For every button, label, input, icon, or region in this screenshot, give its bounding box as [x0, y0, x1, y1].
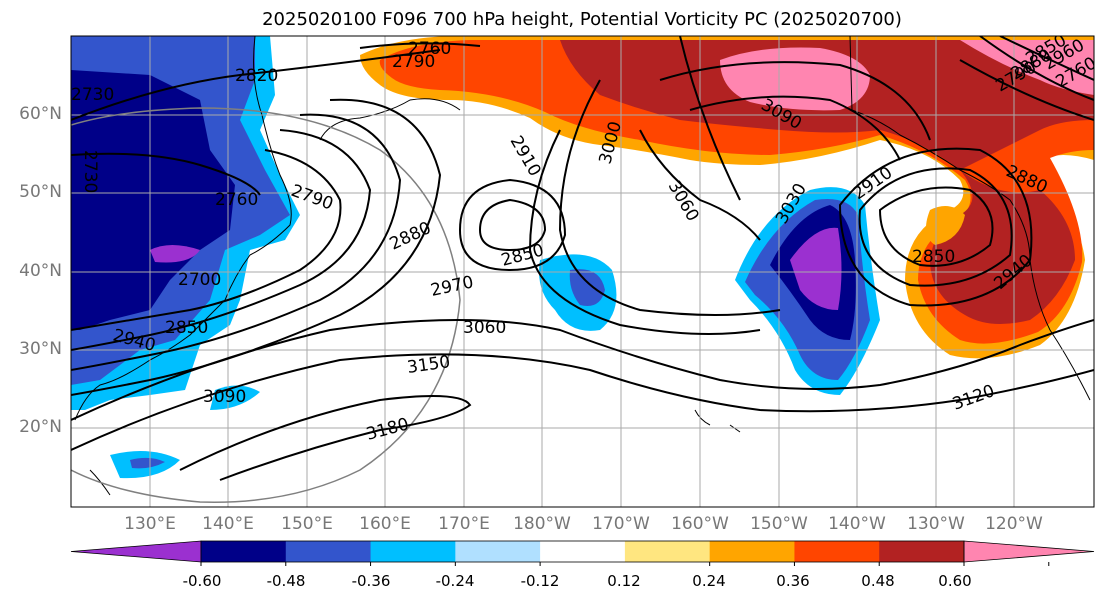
lon-label: 180°W	[513, 514, 571, 534]
range-circle	[71, 107, 461, 503]
colorbar-tick-label: -0.36	[351, 572, 391, 590]
lon-label: 170°E	[438, 514, 490, 534]
lat-label: 30°N	[19, 339, 62, 359]
contour-label: 3090	[203, 387, 246, 407]
colorbar-tick-label: 0.48	[861, 572, 895, 590]
contour-label: 2790	[392, 52, 435, 72]
negative-pv-west-shading	[71, 36, 300, 479]
colorbar-tick-label: -0.48	[266, 572, 306, 590]
contour-label: 3060	[463, 318, 506, 338]
lat-label: 60°N	[19, 104, 62, 124]
height-contours	[71, 36, 1094, 481]
positive-pv-shading	[360, 36, 1094, 359]
lat-label: 20°N	[19, 417, 62, 437]
contour-label: 2730	[80, 150, 100, 193]
lat-label: 50°N	[19, 182, 62, 202]
colorbar-end-low	[70, 540, 202, 563]
colorbar-tick-label: 0.24	[692, 572, 726, 590]
contour-label: 2850	[165, 318, 208, 338]
contour-label: 2850	[912, 247, 955, 267]
lon-label: 140°W	[828, 514, 886, 534]
contour-label: 2700	[178, 270, 221, 290]
lon-label: 160°W	[671, 514, 729, 534]
colorbar-cell	[794, 541, 880, 562]
colorbar-cell	[370, 541, 456, 562]
colorbar-cell	[285, 541, 372, 562]
contour-label: 2730	[71, 85, 114, 105]
colorbar-tick-label: 0.60	[938, 572, 972, 590]
colorbar-cell	[540, 541, 626, 562]
lat-label: 40°N	[19, 261, 62, 281]
colorbar-tick-label: 0.12	[607, 572, 641, 590]
lon-label: 160°E	[359, 514, 411, 534]
colorbar-tick-label: -0.12	[520, 572, 560, 590]
lon-label: 170°W	[592, 514, 650, 534]
colorbar-tick-label: -0.24	[435, 572, 475, 590]
map-title: 2025020100 F096 700 hPa height, Potentia…	[262, 9, 902, 30]
colorbar-cell	[879, 541, 965, 562]
colorbar-cell	[624, 541, 711, 562]
colorbar-cells	[70, 540, 1095, 563]
lon-label: 130°W	[907, 514, 965, 534]
lon-label: 140°E	[202, 514, 254, 534]
lon-label: 120°W	[985, 514, 1043, 534]
lon-label: 130°E	[124, 514, 176, 534]
colorbar-outline	[200, 540, 965, 563]
colorbar-tick-label: -0.60	[182, 572, 222, 590]
coastlines	[74, 36, 1091, 496]
contour-label: 2820	[235, 66, 278, 86]
colorbar-cell	[709, 541, 795, 562]
contour-label: 2760	[215, 190, 258, 210]
colorbar-ticks	[200, 562, 1050, 566]
colorbar-cell	[201, 541, 287, 562]
lon-label: 150°E	[281, 514, 333, 534]
colorbar-cell	[455, 541, 541, 562]
lon-label: 150°W	[750, 514, 808, 534]
colorbar-tick-label: 0.36	[776, 572, 810, 590]
negative-pv-central-shading	[539, 254, 617, 331]
colorbar-end-high	[963, 540, 1095, 563]
contour-label: 2760	[408, 39, 451, 59]
map-frame	[70, 35, 1095, 508]
graticule	[71, 36, 1094, 507]
